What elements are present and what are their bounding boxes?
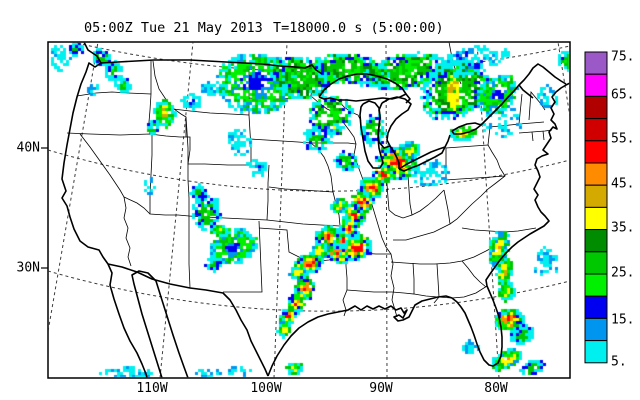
colorbar-label: 5.	[611, 354, 627, 370]
lat-ticks	[41, 147, 48, 269]
colorbar-label: 65.	[611, 87, 635, 103]
lat-label: 40N	[16, 140, 40, 156]
lon-label: 90W	[369, 381, 393, 396]
colorbar-label: 45.	[611, 176, 635, 192]
colorbar-label: 75.	[611, 49, 635, 65]
lon-label: 100W	[250, 381, 282, 396]
lon-label: 110W	[136, 381, 168, 396]
coastlines-lakes	[61, 42, 570, 378]
colorbar-label: 35.	[611, 220, 635, 236]
lat-label: 30N	[16, 260, 40, 276]
colorbar	[584, 51, 608, 364]
lon-label: 80W	[484, 381, 508, 396]
colorbar-label: 15.	[611, 312, 635, 328]
map-frame	[47, 41, 571, 379]
colorbar-label: 25.	[611, 265, 635, 281]
colorbar-label: 55.	[611, 131, 635, 147]
